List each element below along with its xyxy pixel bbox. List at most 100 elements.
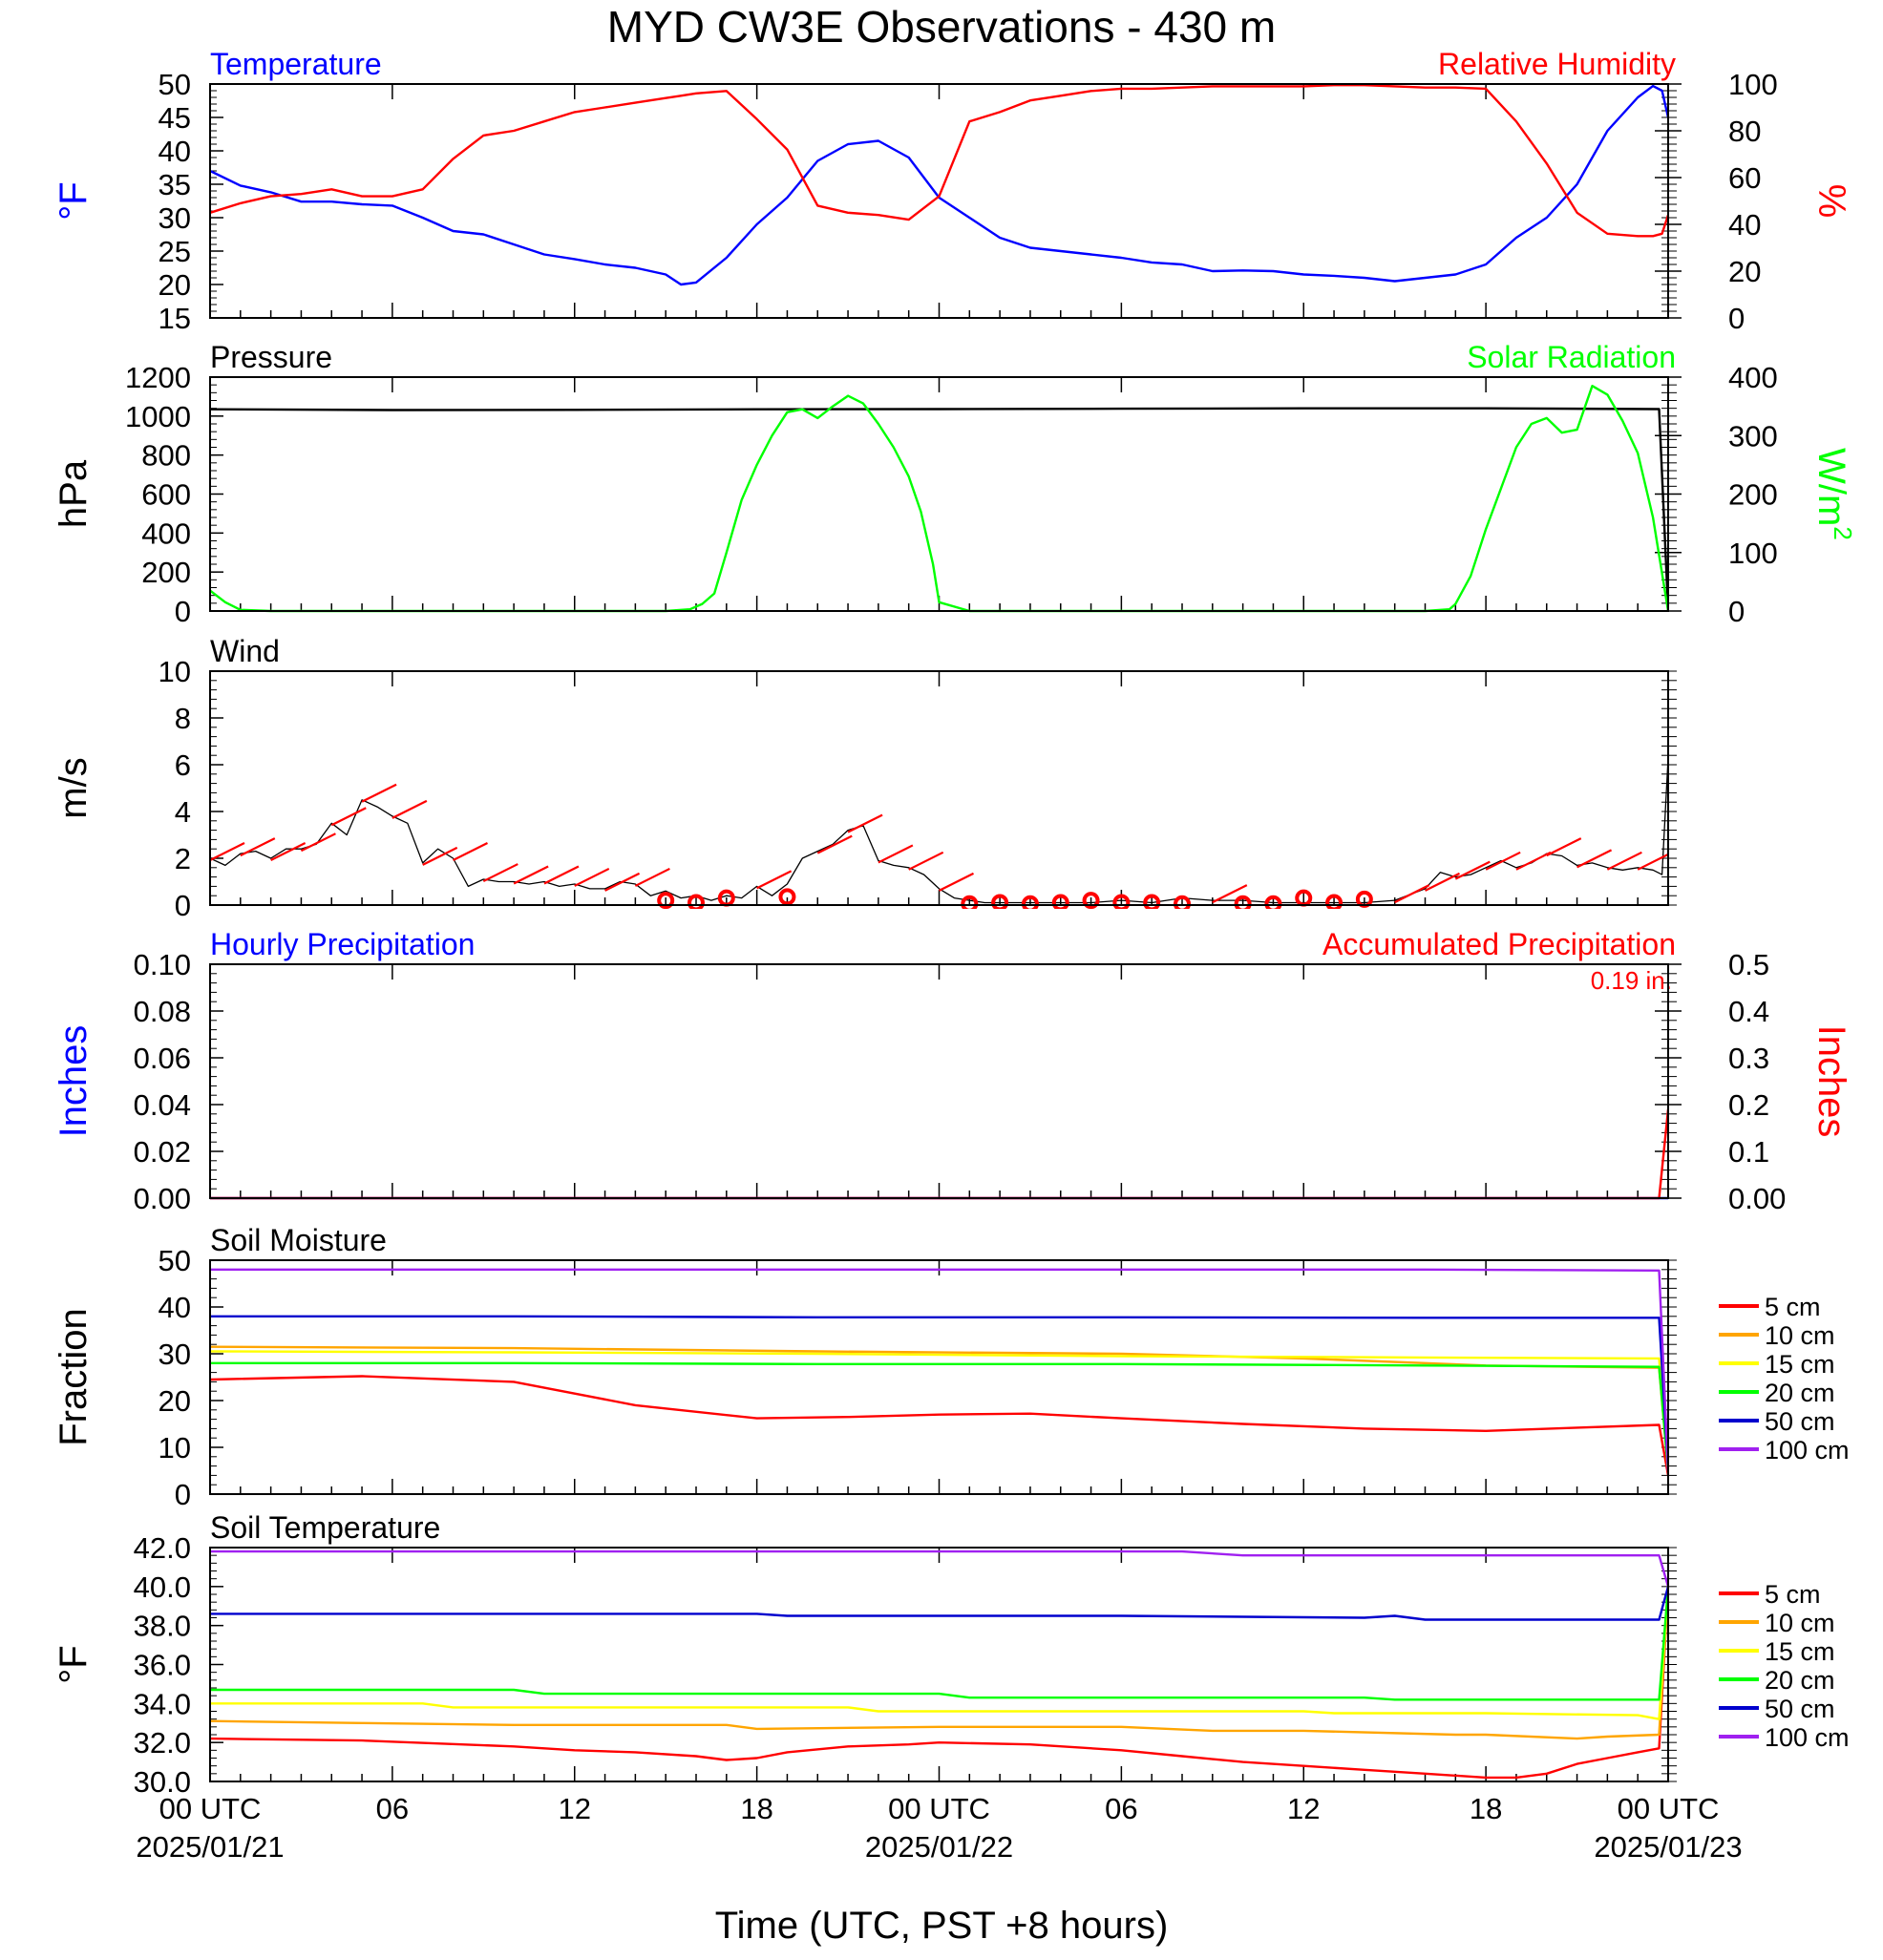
series-line	[210, 1586, 1668, 1720]
legend-label: 20 cm	[1765, 1666, 1835, 1695]
calm-marker	[1051, 894, 1069, 909]
wind-barb	[878, 844, 914, 864]
series-line	[210, 1350, 1668, 1471]
legend-label: 5 cm	[1765, 1580, 1821, 1609]
wind-barb	[391, 799, 428, 819]
y-tick-label: 32.0	[134, 1726, 191, 1760]
legend-label: 10 cm	[1765, 1321, 1835, 1350]
series-line	[210, 84, 1668, 286]
series-line	[210, 757, 1668, 904]
calm-marker	[688, 894, 705, 909]
y-tick-label: 300	[1728, 419, 1778, 453]
y-tick-label: 0.00	[1728, 1182, 1786, 1215]
y-tick-label: 30	[159, 1338, 191, 1371]
calm-marker	[1325, 894, 1343, 909]
y-tick-label: 20	[159, 1384, 191, 1418]
wind-barb	[604, 872, 641, 892]
y-axis-title-left: °F	[53, 181, 95, 220]
plot-frame	[209, 670, 1669, 906]
panel-title-right: Relative Humidity	[1438, 47, 1676, 81]
y-tick-label: 200	[141, 556, 191, 589]
legend-label: 20 cm	[1765, 1379, 1835, 1407]
calm-marker	[961, 895, 979, 909]
y-tick-label: 36.0	[134, 1649, 191, 1682]
wind-barb	[1637, 853, 1668, 871]
y-tick-label: 80	[1728, 115, 1761, 148]
x-tick-label: 06	[1105, 1792, 1137, 1825]
wind-barb	[1425, 872, 1460, 892]
y-axis-title-left: Fraction	[53, 1308, 95, 1446]
plot-frame	[209, 963, 1669, 1199]
plot-frame	[209, 1547, 1669, 1782]
y-tick-label: 0.4	[1728, 995, 1769, 1028]
series-line	[210, 1375, 1668, 1476]
panel-title-left: Wind	[210, 634, 280, 668]
y-tick-label: 50	[159, 68, 191, 101]
y-axis-title-left: m/s	[53, 757, 95, 818]
legend-label: 100 cm	[1765, 1436, 1850, 1465]
calm-marker	[1021, 895, 1039, 909]
legend-label: 100 cm	[1765, 1723, 1850, 1752]
x-tick-label: 18	[740, 1792, 772, 1825]
x-tick-label: 00 UTC	[159, 1792, 262, 1825]
wind-barb	[270, 842, 307, 861]
x-date-label: 2025/01/21	[136, 1830, 284, 1864]
x-tick-label: 06	[376, 1792, 409, 1825]
y-tick-label: 15	[159, 302, 191, 335]
wind-barb	[453, 842, 488, 861]
wind-barb	[330, 807, 367, 827]
y-axis-title-left: hPa	[53, 459, 95, 528]
y-tick-label: 40	[159, 135, 191, 168]
wind-barb	[816, 834, 853, 854]
figure-title: MYD CW3E Observations - 430 m	[607, 2, 1276, 52]
legend-label: 5 cm	[1765, 1293, 1821, 1321]
wind-barb	[482, 863, 518, 883]
wind-barb	[543, 865, 580, 885]
y-tick-label: 6	[175, 748, 191, 782]
superscript: 2	[1829, 526, 1857, 539]
y-axis-title-right: Inches	[1810, 1025, 1852, 1138]
y-tick-label: 0	[175, 1478, 191, 1511]
wind-barb	[847, 813, 883, 833]
legend-label: 15 cm	[1765, 1350, 1835, 1379]
y-tick-label: 60	[1728, 161, 1761, 195]
calm-marker	[1112, 894, 1131, 909]
y-tick-label: 100	[1728, 537, 1778, 570]
plot-frame	[209, 1259, 1669, 1495]
y-tick-label: 34.0	[134, 1687, 191, 1720]
legend-label: 10 cm	[1765, 1609, 1835, 1637]
y-tick-label: 600	[141, 478, 191, 512]
panel-2: 0 200 400 600 800 1000 1200 0 100 200 300 400 Pressu…	[53, 340, 1857, 628]
y-axis-title-left: Inches	[53, 1025, 95, 1138]
y-tick-label: 0.10	[134, 948, 191, 981]
wind-barb	[1454, 860, 1491, 880]
plot-frame	[209, 83, 1669, 319]
series-line	[210, 1315, 1668, 1471]
series-line	[210, 1361, 1668, 1471]
panel-title-left: Temperature	[210, 47, 382, 81]
y-tick-label: 0.00	[134, 1182, 191, 1215]
y-tick-label: 0.08	[134, 995, 191, 1028]
calm-marker	[991, 894, 1009, 909]
y-tick-label: 45	[159, 101, 191, 135]
series-line	[210, 1586, 1668, 1740]
y-tick-label: 10	[159, 1431, 191, 1465]
y-tick-label: 0.3	[1728, 1042, 1769, 1075]
wind-barb	[240, 837, 276, 857]
x-axis-title: Time (UTC, PST +8 hours)	[715, 1905, 1169, 1947]
wind-barb	[513, 865, 549, 885]
panel-title-left: Pressure	[210, 340, 332, 374]
x-tick-label: 18	[1470, 1792, 1502, 1825]
series-line	[210, 407, 1668, 611]
series-line	[210, 83, 1668, 238]
wind-barb	[1212, 884, 1248, 904]
wind-barb	[1394, 884, 1430, 904]
series-line	[210, 1549, 1668, 1588]
panel-title-left: Hourly Precipitation	[210, 927, 475, 961]
wind-barb	[300, 832, 336, 853]
y-tick-label: 0.04	[134, 1088, 191, 1122]
y-tick-label: 0.5	[1728, 948, 1769, 981]
y-tick-label: 0.06	[134, 1042, 191, 1075]
